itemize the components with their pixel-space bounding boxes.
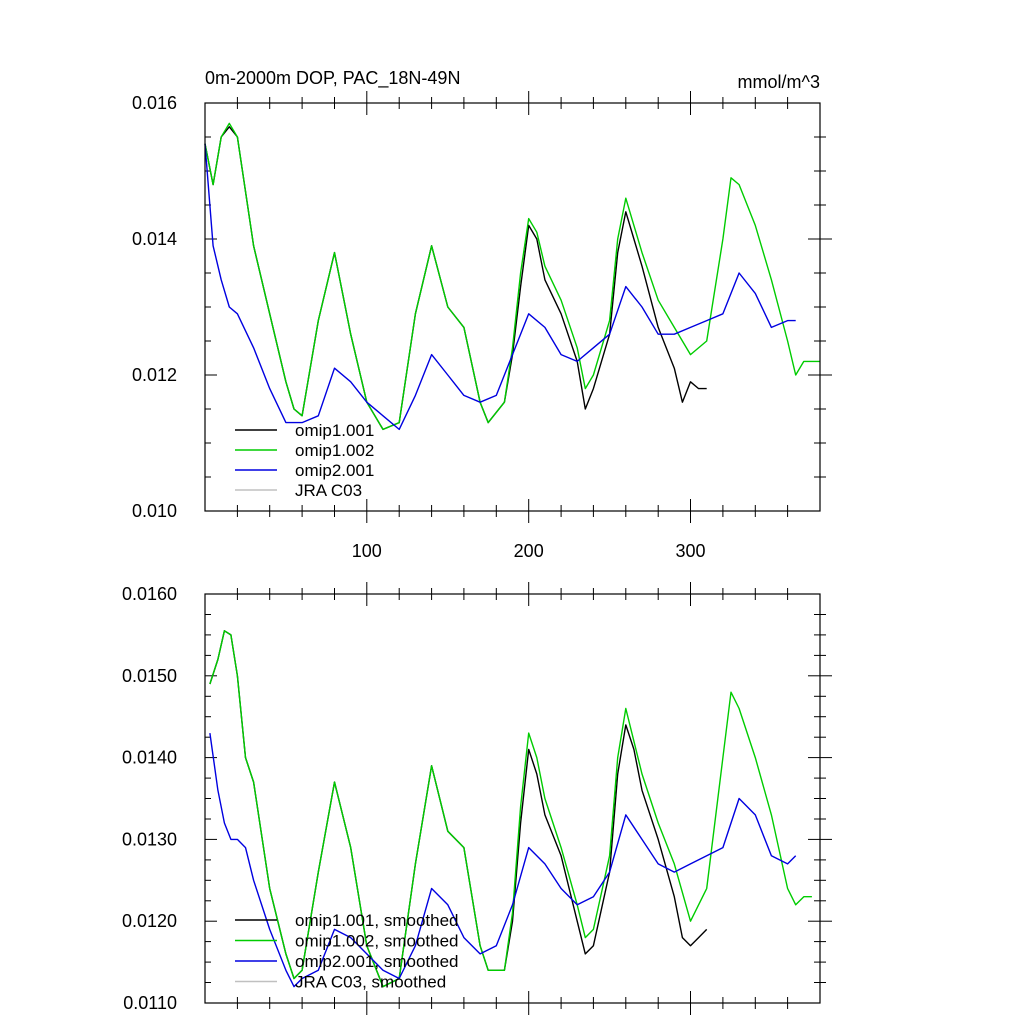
legend-label: omip2.001 [295,461,374,480]
bottom-panel-legend: omip1.001, smoothed omip1.002, smoothedom… [235,911,459,992]
bottom-panel-series [209,630,812,988]
y-tick-label: 0.0130 [122,829,177,849]
legend-label: omip1.002 [295,441,374,460]
x-tick-label: 300 [675,541,705,561]
series-line [209,733,797,988]
bottom-panel-frame [204,593,821,1004]
top-panel-series [204,122,820,431]
series-line [204,122,820,431]
y-tick-label: 0.014 [132,229,177,249]
y-tick-label: 0.0110 [123,993,177,1013]
x-tick-label: 100 [352,541,382,561]
top-panel-frame [204,102,821,512]
x-tick-label: 200 [514,541,544,561]
legend-label: JRA C03 [295,481,362,500]
y-tick-label: 0.012 [132,365,177,385]
top-panel-units: mmol/m^3 [738,72,820,92]
y-tick-label: 0.0120 [122,911,177,931]
bottom-panel-ticks: 0.0110 0.0120 0.0130 0.0140 0.0150 0.0160 [122,582,832,1015]
legend-label: omip2.001, smoothed [295,952,459,971]
y-tick-label: 0.010 [132,501,177,521]
top-panel-ticks: 100 200 300 0.010 0.012 0.014 0.016 [132,91,832,561]
y-tick-label: 0.016 [132,93,177,113]
legend-label: omip1.001 [295,421,374,440]
y-tick-label: 0.0140 [122,748,177,768]
series-line [204,126,707,431]
legend-label: omip1.002, smoothed [295,932,459,951]
top-panel-title: 0m-2000m DOP, PAC_18N-49N [205,68,460,89]
top-panel: 0m-2000m DOP, PAC_18N-49N mmol/m^3 100 20… [132,68,832,561]
bottom-panel: 0.0110 0.0120 0.0130 0.0140 0.0150 0.0160 omi… [122,582,832,1015]
y-tick-label: 0.0160 [122,584,177,604]
series-line [204,143,796,431]
series-line [209,630,812,988]
legend-label: omip1.001, smoothed [295,911,459,930]
legend-label: JRA C03, smoothed [295,973,446,992]
y-tick-label: 0.0150 [122,666,177,686]
